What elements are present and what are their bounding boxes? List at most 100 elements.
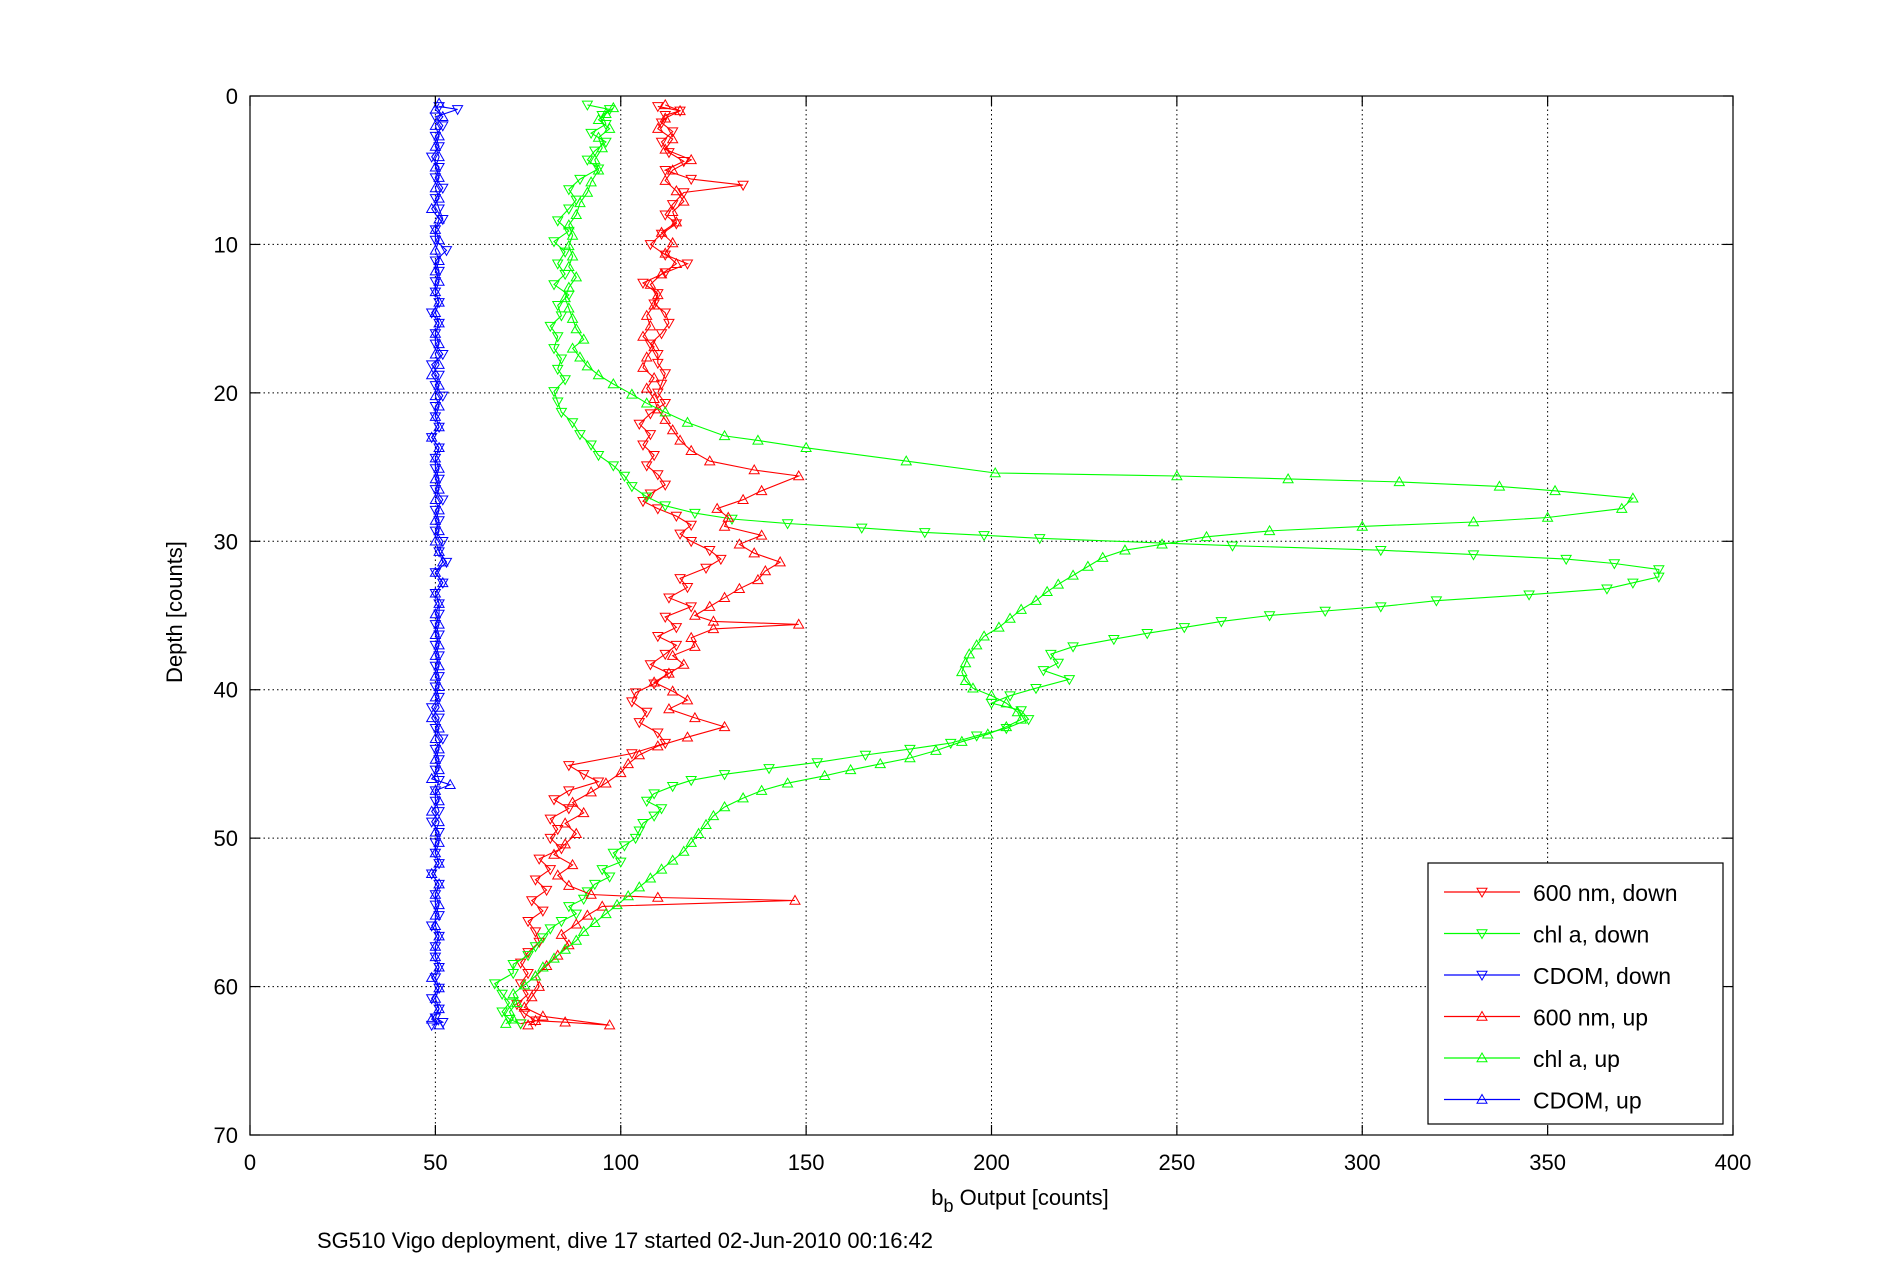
data-point [551, 364, 564, 376]
data-point [425, 805, 438, 816]
data-point [648, 789, 660, 800]
data-point [811, 758, 824, 769]
y-tick-label: 70 [214, 1123, 238, 1148]
data-point [433, 254, 445, 266]
data-point [496, 1007, 508, 1018]
data-point [429, 306, 442, 317]
data-point [752, 573, 764, 585]
data-point [433, 597, 445, 608]
data-point [433, 931, 445, 943]
data-point [655, 804, 668, 815]
data-point [570, 918, 583, 929]
data-point [433, 150, 445, 162]
data-point [433, 317, 445, 328]
legend-swatch-marker [1476, 970, 1488, 982]
data-point [1282, 472, 1294, 484]
series-5 [499, 101, 1639, 1028]
data-point [577, 333, 590, 344]
data-point [1374, 545, 1387, 557]
data-point [592, 113, 605, 124]
data-point [626, 749, 638, 760]
data-point [585, 786, 597, 797]
data-point [433, 233, 445, 245]
data-point [433, 441, 445, 453]
data-point [436, 537, 449, 548]
data-point [507, 1013, 520, 1024]
data-point [529, 970, 542, 981]
data-point [1627, 578, 1639, 589]
data-point [562, 302, 575, 313]
data-point [429, 505, 442, 517]
data-point [551, 259, 564, 270]
data-point [1107, 634, 1120, 646]
data-point [596, 900, 609, 911]
data-point [663, 593, 675, 604]
data-point [989, 467, 1002, 478]
data-point [425, 711, 438, 723]
data-point [570, 934, 583, 945]
legend-box [1427, 862, 1724, 1125]
data-point [655, 379, 668, 390]
data-point [1467, 550, 1480, 561]
data-point [562, 786, 575, 797]
legend: 600 nm, down chl a, down CDOM, down 600 nm,… [1427, 862, 1724, 1125]
data-point [429, 223, 442, 234]
data-point [425, 431, 438, 442]
y-tick-label: 20 [214, 381, 238, 406]
data-point [537, 1010, 549, 1021]
data-point [718, 770, 731, 781]
data-point [659, 649, 672, 661]
data-point [429, 587, 442, 598]
data-point [681, 694, 694, 705]
data-point [967, 682, 979, 693]
data-point [433, 370, 445, 382]
data-point [707, 615, 720, 626]
data-point [548, 387, 560, 398]
data-point [429, 744, 442, 756]
data-point [566, 858, 579, 870]
data-point [670, 216, 683, 227]
data-point [551, 301, 564, 312]
data-point [1041, 585, 1053, 597]
data-point [718, 591, 731, 602]
data-point [614, 766, 627, 778]
data-point [1063, 675, 1076, 686]
data-point [700, 818, 712, 830]
data-point [429, 649, 442, 660]
data-point [663, 669, 675, 680]
data-point [562, 281, 575, 292]
data-point [659, 738, 672, 750]
data-point [648, 811, 660, 822]
data-point [436, 183, 449, 195]
data-point [651, 740, 664, 751]
data-point [566, 250, 579, 261]
data-point [581, 186, 594, 197]
data-point [592, 369, 605, 380]
data-point [429, 194, 442, 205]
data-point [559, 943, 571, 954]
data-point [644, 278, 657, 289]
data-point [570, 208, 583, 219]
data-point [663, 667, 675, 678]
data-point [681, 259, 694, 270]
legend-item: chl a, up [1444, 1046, 1620, 1072]
data-point [944, 738, 957, 750]
x-tick-label: 150 [788, 1150, 825, 1175]
data-point [433, 97, 445, 108]
data-point [978, 630, 990, 641]
data-point [689, 640, 701, 651]
data-point [726, 514, 738, 526]
data-point [433, 296, 445, 307]
data-point [522, 917, 534, 928]
data-point [592, 131, 605, 142]
data-point [507, 968, 520, 980]
data-point [600, 777, 612, 788]
data-point [433, 763, 445, 775]
y-tick-label: 30 [214, 529, 238, 554]
data-point [425, 152, 438, 163]
data-point [436, 734, 449, 745]
data-point [1004, 691, 1016, 702]
data-point [1319, 606, 1332, 618]
data-point [718, 429, 731, 441]
